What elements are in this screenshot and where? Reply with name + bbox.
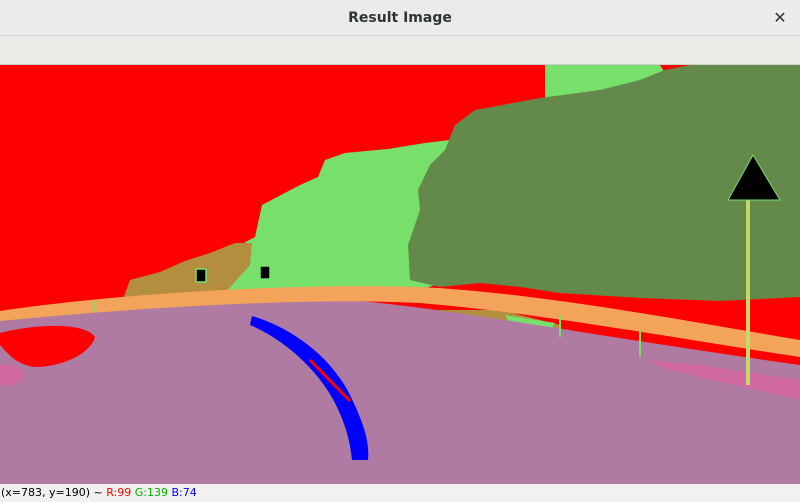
sign-pole: [746, 200, 750, 385]
status-bar: (x=783, y=190) ~ R:99 G:139 B:74: [0, 484, 800, 502]
window-title: Result Image: [348, 10, 452, 26]
cursor-coordinates: (x=783, y=190) ~: [1, 486, 103, 499]
toolbar: [0, 36, 800, 65]
result-image[interactable]: [0, 65, 800, 484]
curb-patch-right: [650, 360, 800, 400]
small-sign-right: [259, 265, 271, 280]
warning-sign-icon: [727, 154, 781, 201]
close-icon[interactable]: ✕: [773, 8, 787, 27]
blue-value: B:74: [171, 486, 197, 499]
sidewalk-patch-left-lower: [0, 364, 24, 387]
title-bar: Result Image ✕: [0, 0, 800, 36]
red-value: R:99: [106, 486, 132, 499]
guardrail-posts: [94, 301, 641, 357]
vegetation-dark-region: [408, 65, 800, 301]
green-value: G:139: [134, 486, 168, 499]
vegetation-light-region: [215, 140, 470, 300]
guardrail-region: [0, 286, 800, 357]
lane-detection-region: [250, 316, 369, 460]
sidewalk-patch-left: [0, 325, 95, 367]
road-region: [0, 294, 800, 484]
direction-line: [308, 358, 352, 403]
small-sign-left: [195, 268, 207, 283]
